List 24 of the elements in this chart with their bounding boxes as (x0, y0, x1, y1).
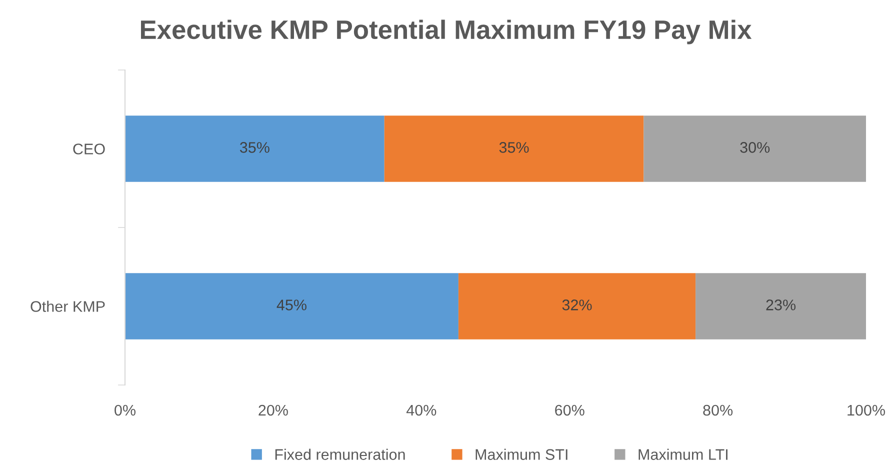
legend-label: Maximum LTI (638, 448, 728, 460)
bar (384, 116, 644, 182)
data-label: 45% (276, 300, 306, 310)
x-tick-label: 100% (848, 404, 885, 416)
bar (125, 273, 458, 340)
data-label: 30% (740, 142, 770, 153)
legend-label: Maximum STI (476, 448, 568, 460)
data-label: 35% (499, 142, 529, 153)
y-tick-label: CEO (73, 144, 105, 154)
x-tick-label: 60% (555, 404, 584, 416)
data-label: 23% (766, 300, 796, 310)
data-label: 32% (562, 300, 592, 310)
x-tick-label: 0% (114, 404, 136, 416)
legend-label: Fixed remuneration (275, 448, 405, 460)
chart-title: Executive KMP Potential Maximum FY19 Pay Mix (141, 20, 752, 44)
bar (125, 116, 384, 182)
x-tick-label: 40% (406, 404, 436, 416)
bar (644, 116, 866, 182)
x-tick-label: 20% (258, 404, 288, 416)
x-tick-label: 80% (703, 404, 733, 416)
data-label: 35% (240, 142, 270, 153)
bar (696, 273, 866, 340)
y-tick-label: Other KMP (30, 300, 105, 312)
bar (458, 273, 696, 340)
